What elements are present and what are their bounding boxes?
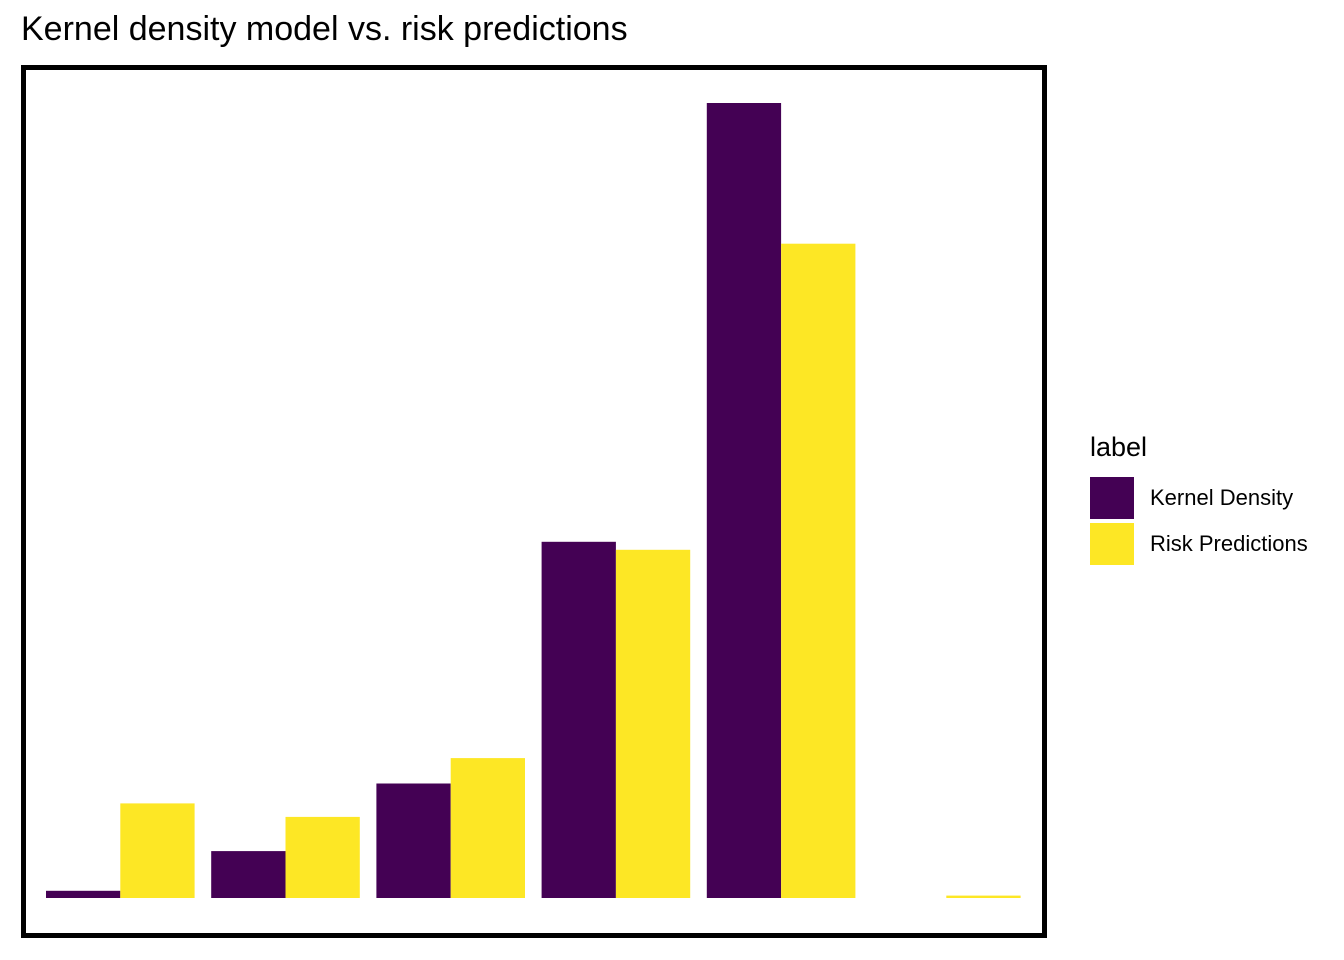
panel-border xyxy=(21,65,1047,938)
bar-risk-predictions-4 xyxy=(615,549,691,898)
legend-title: label xyxy=(1090,432,1148,462)
legend-key-kernel-density xyxy=(1090,477,1134,519)
bar-kernel-density-3 xyxy=(376,783,451,898)
bar-risk-predictions-2 xyxy=(285,816,360,898)
bar-kernel-density-4 xyxy=(541,541,616,898)
legend-item-risk-predictions: Risk Predictions xyxy=(1090,521,1308,567)
bars-group xyxy=(46,103,1021,898)
bar-risk-predictions-1 xyxy=(120,803,195,898)
bar-risk-predictions-6 xyxy=(946,895,1021,898)
legend-label-risk-predictions: Risk Predictions xyxy=(1150,531,1308,556)
bar-kernel-density-1 xyxy=(46,890,121,898)
legend: label Kernel Density Risk Predictions xyxy=(1090,432,1308,567)
bar-kernel-density-2 xyxy=(211,851,286,898)
bar-risk-predictions-3 xyxy=(450,758,525,898)
legend-key-risk-predictions xyxy=(1090,523,1134,565)
legend-item-kernel-density: Kernel Density xyxy=(1090,475,1308,521)
legend-label-kernel-density: Kernel Density xyxy=(1150,485,1294,510)
bar-kernel-density-5 xyxy=(706,103,782,898)
chart-title: Kernel density model vs. risk prediction… xyxy=(21,10,628,48)
bar-risk-predictions-5 xyxy=(781,243,856,898)
